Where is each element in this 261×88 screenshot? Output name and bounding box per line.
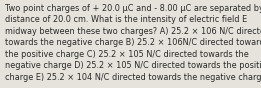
Text: the positive charge C) 25.2 × 105 N/C directed towards the: the positive charge C) 25.2 × 105 N/C di… [5, 50, 248, 59]
Text: towards the negative charge B) 25.2 × 106N/C directed towards: towards the negative charge B) 25.2 × 10… [5, 38, 261, 47]
Text: midway between these two charges? A) 25.2 × 106 N/C directed: midway between these two charges? A) 25.… [5, 27, 261, 36]
Text: Two point charges of + 20.0 μC and - 8.00 μC are separated by a: Two point charges of + 20.0 μC and - 8.0… [5, 4, 261, 12]
Text: charge E) 25.2 × 104 N/C directed towards the negative charge: charge E) 25.2 × 104 N/C directed toward… [5, 73, 261, 82]
Text: negative charge D) 25.2 × 105 N/C directed towards the positive: negative charge D) 25.2 × 105 N/C direct… [5, 61, 261, 70]
Text: distance of 20.0 cm. What is the intensity of electric field E: distance of 20.0 cm. What is the intensi… [5, 15, 247, 24]
